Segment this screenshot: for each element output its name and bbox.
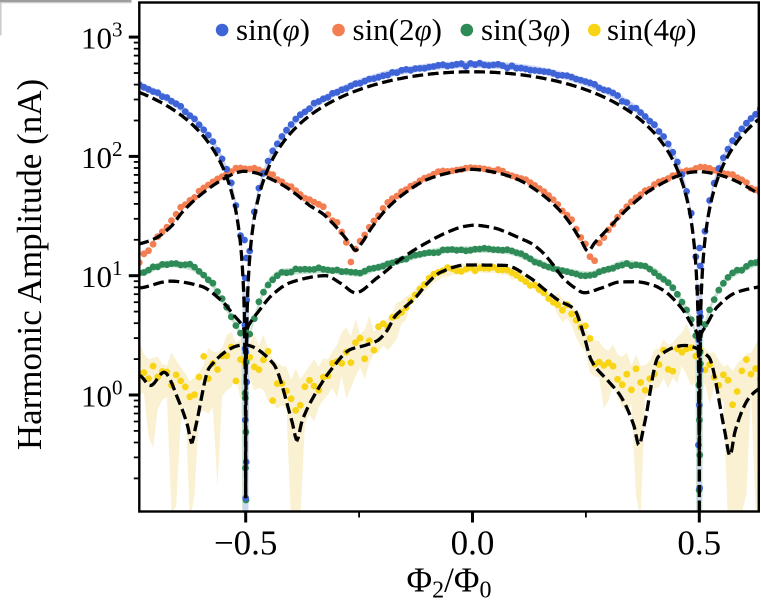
svg-text:−0.5: −0.5 [214, 524, 278, 563]
svg-text:0.5: 0.5 [677, 524, 721, 563]
svg-text:103: 103 [81, 18, 123, 56]
svg-text:sin(φ): sin(φ) [236, 12, 310, 47]
svg-text:101: 101 [81, 256, 123, 294]
svg-text:Harmonic Amplitude (nA): Harmonic Amplitude (nA) [10, 79, 49, 450]
svg-text:0.0: 0.0 [451, 524, 495, 563]
svg-text:100: 100 [81, 376, 123, 414]
svg-text:Φ2/Φ0: Φ2/Φ0 [407, 561, 492, 604]
svg-text:102: 102 [81, 137, 123, 175]
svg-text:sin(3φ): sin(3φ) [481, 12, 570, 47]
svg-text:sin(4φ): sin(4φ) [607, 12, 696, 47]
svg-text:sin(2φ): sin(2φ) [353, 12, 442, 47]
